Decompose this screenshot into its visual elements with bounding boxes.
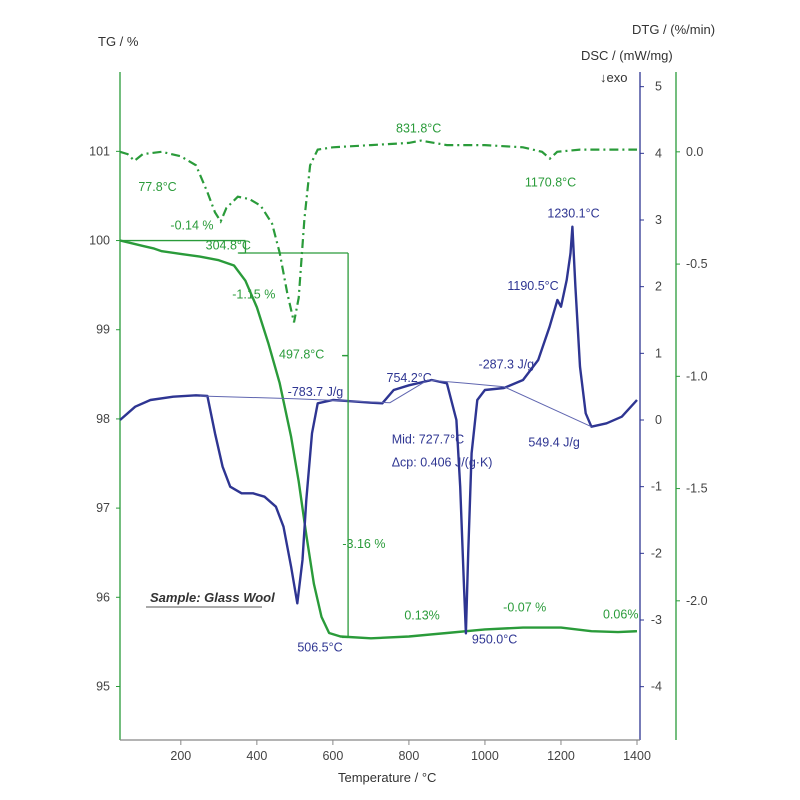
annotation-label: 950.0°C xyxy=(472,632,517,646)
dsc-tick-label: 4 xyxy=(655,146,662,160)
exo-indicator: ↓exo xyxy=(600,70,627,85)
tg-curve xyxy=(119,239,638,640)
dsc-tick-label: -4 xyxy=(651,680,662,694)
annotation-label: 0.13% xyxy=(404,609,439,623)
dtg-tick-label: -1.5 xyxy=(686,482,708,496)
annotation-label: -0.07 % xyxy=(503,601,546,615)
x-tick-label: 1400 xyxy=(623,749,651,763)
tg-tick-label: 96 xyxy=(96,590,110,604)
axes-group: 200 400 600 800 1000 1200 14009596979899100101… xyxy=(89,72,708,763)
curves-group xyxy=(119,139,638,640)
dsc-tick-label: 5 xyxy=(655,80,662,94)
annotation-label: -1.15 % xyxy=(232,288,275,302)
annotation-label: 77.8°C xyxy=(138,180,176,194)
x-tick-label: 200 xyxy=(170,749,191,763)
annotation-label: Δcp: 0.406 J/(g·K) xyxy=(392,456,493,470)
tg-tick-label: 101 xyxy=(89,144,110,158)
x-tick-label: 600 xyxy=(322,749,343,763)
x-tick-label: 400 xyxy=(246,749,267,763)
dsc-tick-label: -1 xyxy=(651,480,662,494)
dtg-axis-label: DTG / (%/min) xyxy=(632,22,715,37)
annotation-label: 497.8°C xyxy=(279,347,324,361)
x-axis-label: Temperature / °C xyxy=(338,770,436,785)
annotation-label: -3.16 % xyxy=(342,537,385,551)
annotation-label: 549.4 J/g xyxy=(528,436,579,450)
dsc-tick-label: -3 xyxy=(651,613,662,627)
annotation-label: 1190.5°C xyxy=(507,279,558,293)
annotation-label: -0.14 % xyxy=(170,218,213,232)
annotation-label: Mid: 727.7°C xyxy=(392,432,464,446)
x-tick-label: 1000 xyxy=(471,749,499,763)
dsc-tick-label: 0 xyxy=(655,413,662,427)
dtg-tick-label: -2.0 xyxy=(686,594,708,608)
annotation-label: -287.3 J/g xyxy=(479,358,535,372)
sample-label: Sample: Glass Wool xyxy=(150,590,275,605)
tg-axis-label: TG / % xyxy=(98,34,139,49)
dsc-tick-label: 3 xyxy=(655,213,662,227)
tg-tick-label: 98 xyxy=(96,412,110,426)
annotation-label: 1230.1°C xyxy=(547,207,599,221)
tg-tick-label: 99 xyxy=(96,323,110,337)
annotation-label: -783.7 J/g xyxy=(288,385,344,399)
dtg-tick-label: 0.0 xyxy=(686,145,703,159)
annotation-label: 0.06% xyxy=(603,608,638,622)
tg-tick-label: 100 xyxy=(89,234,110,248)
dtg-curve xyxy=(119,139,637,323)
annotation-label: 831.8°C xyxy=(396,122,441,136)
dsc-tick-label: 2 xyxy=(655,280,662,294)
annotation-label: 754.2°C xyxy=(387,371,432,385)
dsc-axis-label: DSC / (mW/mg) xyxy=(581,48,673,63)
sample-label-group: Sample: Glass Wool xyxy=(146,590,275,608)
dtg-tick-label: -1.0 xyxy=(686,369,708,383)
annotation-label: 1170.8°C xyxy=(525,176,576,190)
dsc-curve xyxy=(119,225,638,635)
dsc_baseline-curve xyxy=(199,379,592,428)
dsc-tick-label: -2 xyxy=(651,546,662,560)
dtg-tick-label: -0.5 xyxy=(686,257,708,271)
dsc-tick-label: 1 xyxy=(655,346,662,360)
x-tick-label: 1200 xyxy=(547,749,575,763)
annotation-label: 304.8°C xyxy=(206,238,251,252)
tg-tick-label: 97 xyxy=(96,501,110,515)
step-markers-group xyxy=(120,239,349,639)
tg-tick-label: 95 xyxy=(96,679,110,693)
annotation-label: 506.5°C xyxy=(297,640,342,654)
annotations-group: 77.8°C 304.8°C 497.8°C 831.8°C 1170.8°C -0.14… xyxy=(138,122,638,655)
x-tick-label: 800 xyxy=(398,749,419,763)
